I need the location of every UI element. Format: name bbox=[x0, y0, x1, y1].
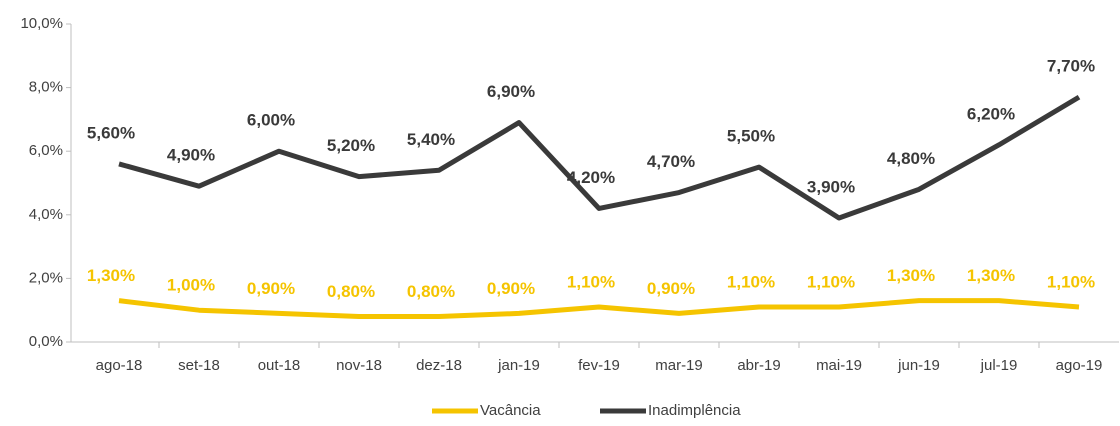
y-tick-label: 10,0% bbox=[20, 15, 63, 32]
x-tick-label: out-18 bbox=[258, 357, 301, 374]
data-label: 4,70% bbox=[647, 152, 695, 171]
data-label: 1,10% bbox=[807, 273, 855, 292]
x-tick-label: abr-19 bbox=[737, 357, 780, 374]
y-tick-label: 6,0% bbox=[29, 142, 63, 159]
x-tick-label: ago-18 bbox=[96, 357, 143, 374]
x-tick-label: nov-18 bbox=[336, 357, 382, 374]
x-tick-label: dez-18 bbox=[416, 357, 462, 374]
data-label: 0,80% bbox=[407, 282, 455, 301]
x-tick-label: mai-19 bbox=[816, 357, 862, 374]
y-tick-label: 8,0% bbox=[29, 79, 63, 96]
data-label: 1,30% bbox=[887, 266, 935, 285]
data-label: 7,70% bbox=[1047, 57, 1095, 76]
data-label: 3,90% bbox=[807, 177, 855, 196]
line-series bbox=[118, 94, 1081, 221]
data-label: 1,10% bbox=[727, 273, 775, 292]
x-tick-label: mar-19 bbox=[655, 357, 703, 374]
data-label: 6,20% bbox=[967, 104, 1015, 123]
y-tick-label: 2,0% bbox=[29, 269, 63, 286]
data-label: 1,00% bbox=[167, 276, 215, 295]
data-label: 1,30% bbox=[967, 266, 1015, 285]
data-label: 1,10% bbox=[1047, 273, 1095, 292]
data-label: 6,90% bbox=[487, 82, 535, 101]
x-tick-label: fev-19 bbox=[578, 357, 620, 374]
x-tick-label: set-18 bbox=[178, 357, 220, 374]
x-tick-label: jan-19 bbox=[497, 357, 540, 374]
data-label: 0,90% bbox=[247, 279, 295, 298]
data-label: 1,10% bbox=[567, 273, 615, 292]
legend-label: Inadimplência bbox=[648, 402, 741, 419]
x-tick-label: jun-19 bbox=[897, 357, 940, 374]
data-label: 5,40% bbox=[407, 130, 455, 149]
data-label: 6,00% bbox=[247, 111, 295, 130]
data-label: 1,30% bbox=[87, 266, 135, 285]
data-label: 5,60% bbox=[87, 123, 135, 142]
line-series bbox=[118, 298, 1080, 320]
data-label: 5,20% bbox=[327, 136, 375, 155]
x-tick-label: ago-19 bbox=[1056, 357, 1103, 374]
data-label: 4,80% bbox=[887, 149, 935, 168]
y-tick-label: 0,0% bbox=[29, 333, 63, 350]
data-label: 5,50% bbox=[727, 127, 775, 146]
y-tick-label: 4,0% bbox=[29, 206, 63, 223]
data-label: 0,80% bbox=[327, 282, 375, 301]
data-label: 0,90% bbox=[647, 279, 695, 298]
data-label: 4,20% bbox=[567, 168, 615, 187]
legend-label: Vacância bbox=[480, 402, 541, 419]
x-tick-label: jul-19 bbox=[980, 357, 1018, 374]
data-label: 0,90% bbox=[487, 279, 535, 298]
data-label: 4,90% bbox=[167, 146, 215, 165]
